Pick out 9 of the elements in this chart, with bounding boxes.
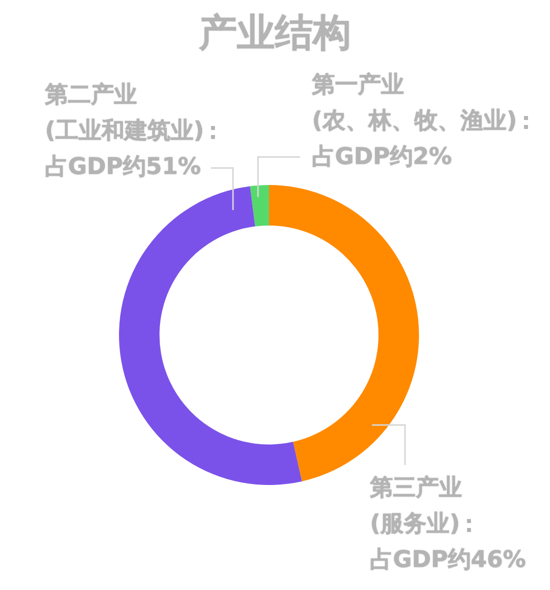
- data-label: 占GDP约2%: [312, 144, 452, 170]
- donut-slice: [250, 185, 269, 226]
- data-label: 占GDP约46%: [370, 547, 526, 573]
- donut-slice: [119, 186, 302, 485]
- slice-label: 第二产业 (工业和建筑业): [45, 82, 204, 144]
- slice-label: 第三产业 (服务业): [370, 475, 462, 537]
- slice-label: 第一产业 (农、林、牧、渔业): [312, 72, 518, 134]
- data-label: 占GDP约51%: [45, 154, 201, 180]
- chart-title: 产业结构: [198, 10, 351, 54]
